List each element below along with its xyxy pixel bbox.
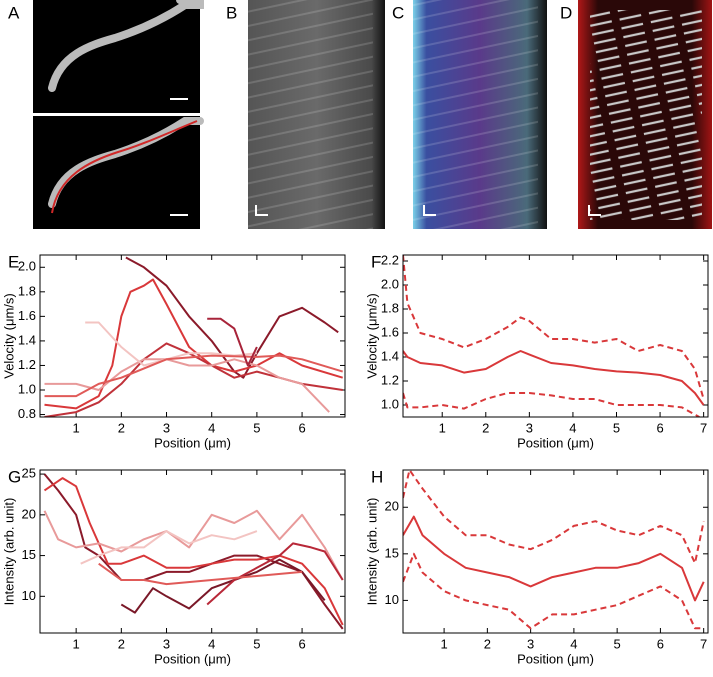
panel-label: E [8,252,19,271]
x-axis-label: Position (μm) [517,435,594,450]
data-line [403,392,700,417]
y-tick-label: 2.2 [381,252,399,267]
data-line [403,350,705,406]
y-tick-label: 1.4 [18,332,36,347]
x-tick-label: 4 [208,420,215,435]
x-tick-label: 1 [73,636,80,651]
x-tick-label: 2 [482,420,489,435]
x-tick-label: 4 [208,636,215,651]
x-tick-label: 2 [118,420,125,435]
y-tick-label: 1.8 [381,300,399,315]
y-tick-label: 0.8 [18,406,36,421]
y-tick-label: 10 [385,592,399,607]
y-tick-label: 1.6 [381,324,399,339]
x-axis-label: Position (μm) [517,651,594,666]
x-tick-label: 4 [570,636,577,651]
data-line [43,477,344,626]
data-line [403,255,705,400]
y-tick-label: 20 [385,499,399,514]
y-tick-label: 1.0 [18,381,36,396]
x-tick-label: 6 [298,420,305,435]
panel-label: H [371,467,383,486]
x-axis-label: Position (μm) [154,651,231,666]
y-tick-label: 15 [385,545,399,560]
plot-frame [402,254,709,418]
data-line [98,562,303,586]
x-tick-label: 6 [298,636,305,651]
y-tick-label: 1.8 [18,283,36,298]
y-tick-label: 2.0 [381,276,399,291]
y-axis-label: Intensity (arb. unit) [364,498,379,606]
data-line [80,530,258,565]
x-tick-label: 5 [253,636,260,651]
x-tick-label: 6 [656,420,663,435]
x-tick-label: 3 [163,420,170,435]
y-tick-label: 1.2 [381,372,399,387]
panel-label: A [8,3,20,22]
data-line [43,473,344,630]
y-tick-label: 1.6 [18,308,36,323]
y-tick-label: 1.0 [381,396,399,411]
panel-label: D [560,3,572,22]
x-tick-label: 1 [73,420,80,435]
data-line [44,342,343,417]
image-b [248,0,385,229]
data-line [44,354,343,398]
x-tick-label: 2 [484,636,491,651]
data-line [207,317,258,367]
data-line [44,358,330,413]
x-tick-label: 2 [118,636,125,651]
x-tick-label: 5 [253,420,260,435]
x-tick-label: 5 [614,636,621,651]
x-tick-label: 4 [569,420,576,435]
image-a [33,0,204,229]
x-tick-label: 1 [439,420,446,435]
y-tick-label: 10 [22,588,36,603]
x-tick-label: 7 [700,420,707,435]
y-axis-label: Intensity (arb. unit) [1,498,16,606]
data-line [403,515,705,602]
y-tick-label: 1.2 [18,357,36,372]
y-tick-label: 20 [22,506,36,521]
y-tick-label: 25 [22,466,36,481]
panel-label: G [8,467,21,486]
x-tick-label: 3 [163,636,170,651]
y-tick-label: 2.0 [18,259,36,274]
x-tick-label: 7 [700,636,707,651]
x-tick-label: 1 [440,636,447,651]
y-tick-label: 1.4 [381,348,399,363]
image-c [413,0,547,229]
x-tick-label: 6 [657,636,664,651]
y-axis-label: Velocity (μm/s) [364,293,379,379]
image-d [578,0,712,229]
panel-label: C [392,3,404,22]
data-line [403,552,704,630]
x-tick-label: 5 [613,420,620,435]
data-line [120,558,326,614]
x-tick-label: 3 [526,420,533,435]
data-line [403,470,705,565]
plot-frame [402,469,709,634]
data-line [43,509,344,581]
plot-frame [39,254,346,418]
x-axis-label: Position (μm) [154,435,231,450]
panel-label: F [371,252,381,271]
x-tick-label: 3 [527,636,534,651]
data-line [125,256,339,379]
data-line [44,278,343,410]
panel-label: B [226,3,237,22]
y-tick-label: 15 [22,547,36,562]
plot-frame [39,469,346,634]
y-axis-label: Velocity (μm/s) [1,293,16,379]
